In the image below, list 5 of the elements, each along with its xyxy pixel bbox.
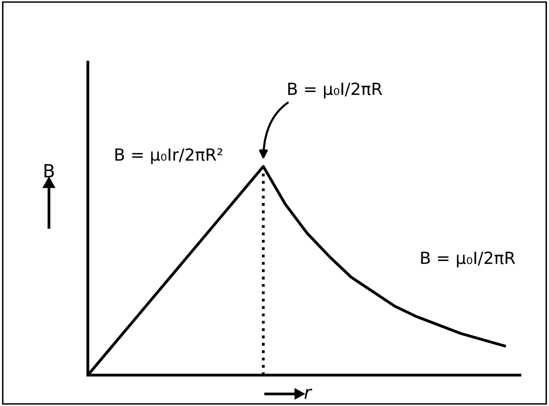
y-axis-title: B	[44, 164, 54, 178]
x-axis-title: r	[304, 388, 312, 399]
text: B = μ₀I/2πR	[288, 82, 382, 98]
annotation: B = μ₀I/2πR	[421, 252, 516, 268]
text: B = μ₀Ir/2πR²	[115, 148, 222, 164]
